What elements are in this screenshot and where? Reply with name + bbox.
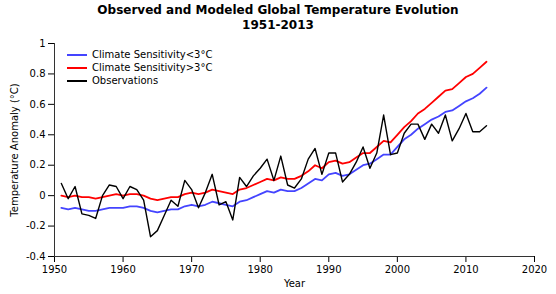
html-text:Climate Sensitivity<3°C: Climate Sensitivity<3°C (92, 49, 213, 60)
svg-text:1990: 1990 (316, 264, 341, 275)
svg-text:1980: 1980 (247, 264, 272, 275)
svg-text:0.8: 0.8 (30, 68, 46, 79)
svg-text:0: 0 (39, 190, 45, 201)
html-text:Observations: Observations (92, 75, 159, 86)
svg-text:2000: 2000 (385, 264, 410, 275)
svg-text:1: 1 (39, 38, 45, 49)
svg-text:Temperature Anomaly (°C): Temperature Anomaly (°C) (9, 83, 20, 217)
svg-text:0.4: 0.4 (30, 129, 46, 140)
html-text:1951-2013: 1951-2013 (242, 18, 314, 32)
svg-text:-0.4: -0.4 (26, 251, 46, 262)
svg-text:2020: 2020 (522, 264, 547, 275)
svg-text:1960: 1960 (110, 264, 135, 275)
svg-text:0.6: 0.6 (30, 99, 46, 110)
svg-text:1970: 1970 (179, 264, 204, 275)
svg-text:1950: 1950 (42, 264, 67, 275)
svg-text:0.2: 0.2 (30, 159, 46, 170)
svg-text:2010: 2010 (453, 264, 478, 275)
html-text:Observed and Modeled Global Te: Observed and Modeled Global Temperature … (97, 3, 459, 17)
svg-text:Year: Year (283, 278, 306, 289)
html-text:Climate Sensitivity>3°C: Climate Sensitivity>3°C (92, 62, 213, 73)
svg-text:-0.2: -0.2 (26, 220, 46, 231)
